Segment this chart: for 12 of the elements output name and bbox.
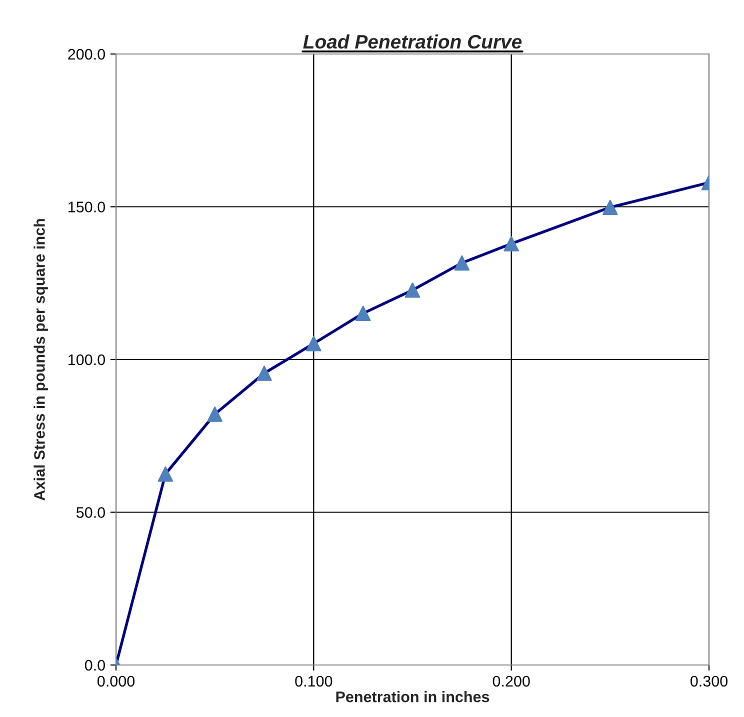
y-tick-label: 200.0 <box>68 48 105 60</box>
y-tick-label: 0.0 <box>84 660 105 671</box>
chart-title: Load Penetration Curve <box>303 34 522 49</box>
y-axis-title: Axial Stress in pounds per square inch <box>34 219 48 500</box>
y-tick-label: 50.0 <box>76 507 105 518</box>
x-tick-label: 0.100 <box>295 676 332 687</box>
x-tick-label: 0.000 <box>97 676 135 687</box>
x-tick-label: 0.300 <box>690 676 728 687</box>
x-tick-label: 0.200 <box>492 676 530 687</box>
y-tick-label: 150.0 <box>68 202 105 212</box>
y-tick-label: 100.0 <box>68 354 105 366</box>
x-axis-title: Penetration in inches <box>336 691 490 702</box>
